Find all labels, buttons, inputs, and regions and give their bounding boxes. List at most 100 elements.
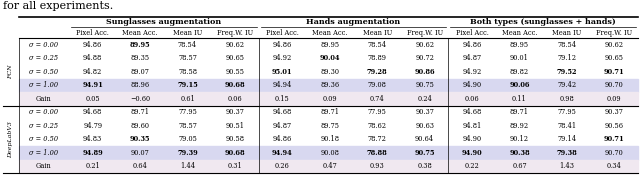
Text: 90.72: 90.72 — [415, 54, 434, 62]
Text: 89.71: 89.71 — [131, 108, 150, 116]
Text: 88.96: 88.96 — [131, 81, 150, 89]
Text: 77.95: 77.95 — [557, 108, 576, 116]
Text: 90.68: 90.68 — [225, 81, 245, 89]
Text: 90.04: 90.04 — [319, 54, 340, 62]
Text: Hands augmentation: Hands augmentation — [307, 18, 401, 26]
Text: Gain: Gain — [36, 95, 52, 103]
Text: 90.70: 90.70 — [605, 149, 623, 157]
Text: σ = 0.25: σ = 0.25 — [29, 122, 59, 130]
Text: 0.64: 0.64 — [132, 162, 148, 170]
Text: Both types (sunglasses + hands): Both types (sunglasses + hands) — [470, 18, 616, 26]
Text: 94.92: 94.92 — [463, 68, 482, 76]
Text: 0.06: 0.06 — [228, 95, 243, 103]
Text: 90.62: 90.62 — [225, 41, 244, 49]
Text: σ = 0.25: σ = 0.25 — [29, 54, 59, 62]
Text: 94.81: 94.81 — [463, 122, 482, 130]
Text: 0.34: 0.34 — [607, 162, 621, 170]
Text: Mean Acc.: Mean Acc. — [502, 29, 537, 37]
Text: 90.63: 90.63 — [415, 122, 434, 130]
Text: 94.79: 94.79 — [83, 122, 102, 130]
Text: 0.05: 0.05 — [85, 95, 100, 103]
Text: 0.21: 0.21 — [85, 162, 100, 170]
Text: 94.94: 94.94 — [273, 81, 292, 89]
Text: σ = 1.00: σ = 1.00 — [29, 149, 59, 157]
Text: 0.98: 0.98 — [559, 95, 574, 103]
Text: 94.86: 94.86 — [83, 41, 102, 49]
Text: 89.95: 89.95 — [320, 41, 339, 49]
Text: Pixel Acc.: Pixel Acc. — [456, 29, 488, 37]
Text: σ = 1.00: σ = 1.00 — [29, 81, 59, 89]
Text: 0.38: 0.38 — [417, 162, 432, 170]
Text: 79.39: 79.39 — [177, 149, 198, 157]
Text: 94.90: 94.90 — [463, 135, 482, 143]
Text: 90.55: 90.55 — [225, 68, 244, 76]
Text: 0.06: 0.06 — [465, 95, 479, 103]
Text: σ = 0.50: σ = 0.50 — [29, 135, 59, 143]
Text: 90.06: 90.06 — [509, 81, 530, 89]
Text: 90.68: 90.68 — [225, 149, 245, 157]
Text: for all experiments.: for all experiments. — [3, 1, 113, 11]
Text: 90.12: 90.12 — [510, 135, 529, 143]
Text: 94.88: 94.88 — [83, 54, 102, 62]
Text: 94.92: 94.92 — [273, 54, 292, 62]
Text: 78.58: 78.58 — [178, 68, 197, 76]
Text: Freq.W. IU: Freq.W. IU — [217, 29, 253, 37]
Text: 0.61: 0.61 — [180, 95, 195, 103]
Text: 79.05: 79.05 — [178, 135, 197, 143]
Text: 79.08: 79.08 — [368, 81, 387, 89]
Text: 89.95: 89.95 — [510, 41, 529, 49]
Text: Mean Acc.: Mean Acc. — [312, 29, 348, 37]
Text: 90.71: 90.71 — [604, 135, 625, 143]
Text: 79.38: 79.38 — [557, 149, 577, 157]
Text: 89.71: 89.71 — [510, 108, 529, 116]
Text: 89.71: 89.71 — [320, 108, 339, 116]
Text: 0.22: 0.22 — [465, 162, 479, 170]
Text: Pixel Acc.: Pixel Acc. — [76, 29, 109, 37]
Text: 0.47: 0.47 — [323, 162, 337, 170]
Text: 90.64: 90.64 — [415, 135, 434, 143]
Text: 79.14: 79.14 — [557, 135, 577, 143]
Text: 90.37: 90.37 — [225, 108, 244, 116]
Text: 94.68: 94.68 — [273, 108, 292, 116]
Text: 89.92: 89.92 — [510, 122, 529, 130]
Bar — [19, 79, 638, 92]
Text: −0.60: −0.60 — [130, 95, 150, 103]
Text: 0.24: 0.24 — [417, 95, 432, 103]
Text: Pixel Acc.: Pixel Acc. — [266, 29, 299, 37]
Text: 94.68: 94.68 — [83, 108, 102, 116]
Text: 90.01: 90.01 — [510, 54, 529, 62]
Text: 0.26: 0.26 — [275, 162, 290, 170]
Text: 90.71: 90.71 — [604, 68, 625, 76]
Text: 79.42: 79.42 — [557, 81, 577, 89]
Text: 90.75: 90.75 — [414, 149, 435, 157]
Text: 90.62: 90.62 — [415, 41, 434, 49]
Text: 0.11: 0.11 — [512, 95, 527, 103]
Text: 94.89: 94.89 — [83, 149, 103, 157]
Text: 90.65: 90.65 — [605, 54, 624, 62]
Text: Mean Acc.: Mean Acc. — [122, 29, 158, 37]
Text: 90.86: 90.86 — [414, 68, 435, 76]
Bar — [19, 146, 638, 159]
Text: 79.12: 79.12 — [557, 54, 577, 62]
Text: 89.75: 89.75 — [320, 122, 339, 130]
Text: 78.41: 78.41 — [557, 122, 577, 130]
Text: 0.74: 0.74 — [370, 95, 385, 103]
Text: 90.65: 90.65 — [225, 54, 244, 62]
Text: 90.37: 90.37 — [605, 108, 624, 116]
Text: 0.93: 0.93 — [370, 162, 385, 170]
Text: 79.28: 79.28 — [367, 68, 388, 76]
Text: 94.86: 94.86 — [273, 135, 292, 143]
Text: 90.56: 90.56 — [605, 122, 624, 130]
Text: 0.31: 0.31 — [228, 162, 243, 170]
Text: 90.58: 90.58 — [225, 135, 244, 143]
Text: 90.18: 90.18 — [320, 135, 339, 143]
Text: 78.88: 78.88 — [367, 149, 388, 157]
Text: DeepLabV3: DeepLabV3 — [8, 121, 13, 158]
Text: 90.75: 90.75 — [415, 81, 434, 89]
Text: 0.15: 0.15 — [275, 95, 290, 103]
Text: 90.37: 90.37 — [415, 108, 434, 116]
Text: 89.35: 89.35 — [131, 54, 150, 62]
Text: 78.57: 78.57 — [178, 122, 197, 130]
Text: 89.95: 89.95 — [130, 41, 150, 49]
Text: 94.86: 94.86 — [273, 41, 292, 49]
